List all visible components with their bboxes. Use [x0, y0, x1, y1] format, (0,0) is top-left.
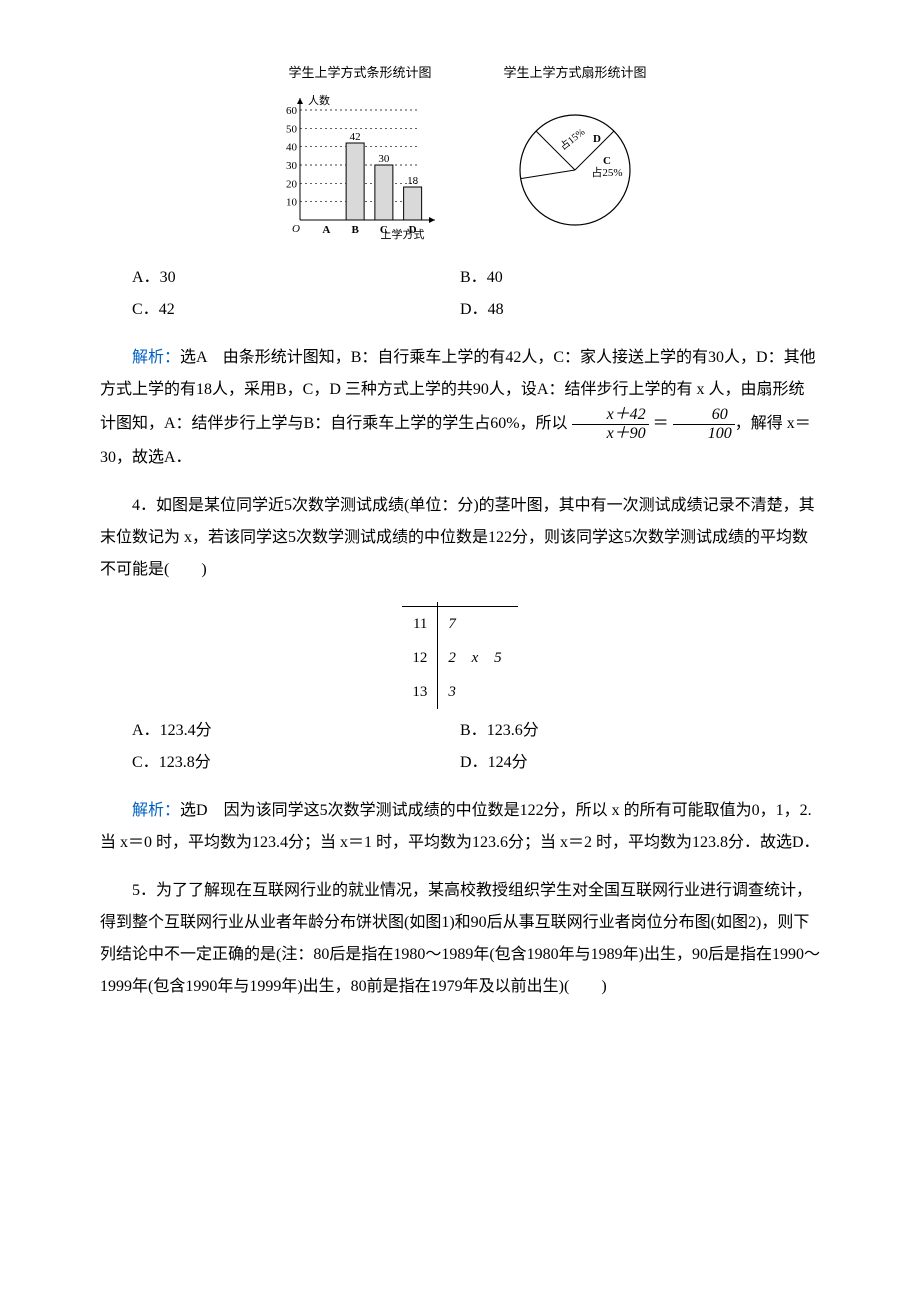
svg-text:30: 30 — [378, 153, 390, 165]
svg-text:40: 40 — [286, 142, 298, 154]
svg-text:20: 20 — [286, 178, 298, 190]
q3-option-d: D．48 — [460, 294, 820, 326]
bar-chart: 学生上学方式条形统计图 人数102030405060OA42B30C18D上学方… — [270, 60, 450, 252]
sl-stem-0: 11 — [402, 607, 438, 642]
pie-chart: 学生上学方式扇形统计图 DC占25%占15% — [500, 60, 650, 252]
svg-text:人数: 人数 — [308, 94, 330, 107]
q3-option-b: B．40 — [460, 262, 820, 294]
q3-fraction-left: x＋42 x＋90 — [572, 406, 649, 442]
q3-options: A．30 B．40 C．42 D．48 — [100, 262, 820, 326]
svg-text:D: D — [593, 133, 601, 145]
q4-option-d: D．124分 — [460, 747, 820, 779]
q4-option-b: B．123.6分 — [460, 715, 820, 747]
q4-analysis-choice: 选D — [180, 802, 208, 819]
svg-text:O: O — [292, 223, 300, 235]
svg-text:42: 42 — [350, 131, 361, 143]
q5-text: 5．为了了解现在互联网行业的就业情况，某高校教授组织学生对全国互联网行业进行调查… — [100, 875, 820, 1003]
sl-leaf-0: 7 — [438, 607, 518, 642]
q4-analysis-text: 因为该同学这5次数学测试成绩的中位数是122分，所以 x 的所有可能取值为0，1… — [100, 802, 820, 851]
q4-analysis: 解析：选D 因为该同学这5次数学测试成绩的中位数是122分，所以 x 的所有可能… — [100, 795, 820, 859]
q4-text: 4．如图是某位同学近5次数学测试成绩(单位：分)的茎叶图，其中有一次测试成绩记录… — [100, 490, 820, 586]
svg-text:A: A — [322, 224, 330, 236]
bar-chart-svg: 人数102030405060OA42B30C18D上学方式 — [270, 90, 450, 240]
q3-option-a: A．30 — [100, 262, 460, 294]
q5-body: 为了了解现在互联网行业的就业情况，某高校教授组织学生对全国互联网行业进行调查统计… — [100, 882, 820, 995]
bar-chart-title: 学生上学方式条形统计图 — [270, 60, 450, 86]
q3-eq: ＝ — [653, 415, 669, 432]
svg-text:C: C — [603, 155, 611, 167]
q4-option-c: C．123.8分 — [100, 747, 460, 779]
sl-stem-1: 12 — [402, 641, 438, 675]
svg-text:B: B — [351, 224, 359, 236]
q3-fraction-right: 60 100 — [673, 406, 735, 442]
svg-text:10: 10 — [286, 197, 298, 209]
analysis-label-2: 解析： — [132, 802, 180, 819]
svg-text:占25%: 占25% — [591, 165, 622, 179]
q3-charts: 学生上学方式条形统计图 人数 10 20 30 40 50 60 O A 42 B 30 C 18 D 上学方… — [100, 60, 820, 252]
pie-chart-title: 学生上学方式扇形统计图 — [500, 60, 650, 86]
pie-chart-svg: DC占25%占15% — [500, 90, 650, 240]
q3-analysis: 解析：选A 由条形统计图知，B：自行乘车上学的有42人，C：家人接送上学的有30… — [100, 342, 820, 474]
analysis-label: 解析： — [132, 349, 180, 366]
q3-option-c: C．42 — [100, 294, 460, 326]
stem-leaf-plot: 117 122 x 5 133 — [100, 602, 820, 709]
sl-stem-2: 13 — [402, 675, 438, 709]
q5-number: 5． — [132, 882, 156, 899]
q4-option-a: A．123.4分 — [100, 715, 460, 747]
q3-analysis-choice: 选A — [180, 349, 207, 366]
svg-text:30: 30 — [286, 160, 298, 172]
sl-leaf-1: 2 x 5 — [438, 641, 518, 675]
q4-number: 4． — [132, 497, 156, 514]
sl-leaf-2: 3 — [438, 675, 518, 709]
svg-text:上学方式: 上学方式 — [381, 227, 425, 240]
q4-body: 如图是某位同学近5次数学测试成绩(单位：分)的茎叶图，其中有一次测试成绩记录不清… — [100, 497, 815, 578]
svg-text:60: 60 — [286, 105, 298, 117]
q4-options: A．123.4分 B．123.6分 C．123.8分 D．124分 — [100, 715, 820, 779]
svg-text:50: 50 — [286, 123, 298, 135]
svg-text:18: 18 — [407, 175, 419, 187]
